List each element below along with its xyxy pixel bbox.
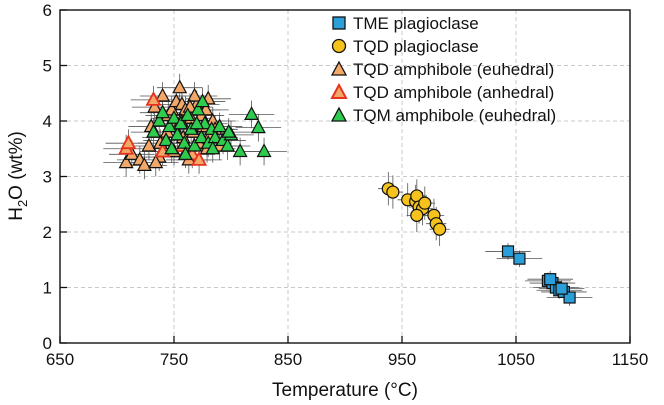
point-tqd-amphibole-euhedral: [118, 154, 134, 169]
legend-label: TQD amphibole (anhedral): [353, 83, 554, 102]
x-tick-label: 650: [46, 350, 74, 369]
point-tme-plagioclase: [513, 252, 526, 265]
point-tqm-amphibole-euhedral: [151, 112, 167, 127]
legend-marker-triangle: [330, 60, 348, 76]
point-tqm-amphibole-euhedral: [187, 137, 203, 152]
point-tme-plagioclase: [555, 282, 568, 295]
point-tqm-amphibole-euhedral: [221, 123, 237, 138]
legend-item-tqm-amphibole-euhedral: TQM amphibole (euhedral): [330, 106, 556, 125]
y-tick-label: 2: [43, 223, 52, 242]
point-tme-plagioclase: [563, 291, 576, 304]
point-tqd-amphibole-euhedral: [141, 137, 157, 152]
point-tqm-amphibole-euhedral: [180, 107, 196, 122]
y-tick-label: 5: [43, 57, 52, 76]
legend: TME plagioclase TQD plagioclase TQD amph…: [330, 14, 556, 125]
y-axis-title-subscript: 2: [15, 200, 30, 207]
y-axis-title-rest: O (wt%): [6, 131, 27, 200]
point-tqd-plagioclase: [386, 185, 400, 199]
x-tick-label: 750: [160, 350, 188, 369]
legend-item-tqd-amphibole-anhedral: TQD amphibole (anhedral): [330, 82, 554, 102]
point-tqd-amphibole-euhedral: [172, 79, 188, 94]
point-tme-plagioclase: [544, 273, 557, 286]
point-tqd-amphibole-euhedral: [187, 87, 203, 102]
point-tqd-amphibole-euhedral: [155, 87, 171, 102]
point-tqm-amphibole-euhedral: [189, 115, 205, 130]
y-axis-title-base: H: [6, 207, 27, 221]
legend-item-tqd-plagioclase: TQD plagioclase: [331, 37, 479, 56]
point-tqm-amphibole-euhedral: [244, 106, 260, 120]
legend-label: TQD amphibole (euhedral): [353, 60, 554, 79]
axis-ticks: 650 750 850 950 1050 1150 0 1 2 3 4 5 6: [43, 1, 649, 369]
point-tqd-plagioclase: [433, 222, 447, 236]
point-tqm-amphibole-euhedral: [207, 129, 223, 144]
point-tqm-amphibole-euhedral: [173, 115, 189, 130]
legend-label: TQM amphibole (euhedral): [353, 106, 556, 125]
point-tqm-amphibole-euhedral: [212, 118, 228, 133]
point-tqd-plagioclase: [418, 196, 432, 210]
point-tqm-amphibole-euhedral: [205, 140, 221, 155]
point-tqd-amphibole-anhedral: [145, 91, 162, 106]
point-tqm-amphibole-euhedral: [164, 140, 180, 155]
y-axis-title: H2O (wt%): [6, 131, 30, 221]
x-tick-label: 1050: [497, 350, 535, 369]
point-tqm-amphibole-euhedral: [194, 93, 211, 108]
point-tqd-amphibole-euhedral: [136, 157, 152, 171]
legend-marker-circle: [331, 38, 347, 54]
legend-label: TQD plagioclase: [353, 37, 479, 56]
y-tick-label: 1: [43, 279, 52, 298]
x-tick-label: 1150: [612, 350, 649, 369]
point-tqd-amphibole-anhedral: [120, 134, 137, 150]
point-tqm-amphibole-euhedral: [161, 118, 177, 133]
y-tick-label: 4: [43, 112, 52, 131]
x-tick-label: 950: [388, 350, 416, 369]
point-tqm-amphibole-euhedral: [232, 143, 248, 158]
point-tqm-amphibole-euhedral: [250, 119, 266, 134]
y-tick-label: 3: [43, 168, 52, 187]
point-tqm-amphibole-euhedral: [256, 143, 272, 158]
point-tqm-amphibole-euhedral: [169, 126, 185, 141]
point-tqm-amphibole-euhedral: [177, 146, 193, 160]
point-tqm-amphibole-euhedral: [158, 132, 174, 147]
point-tqm-amphibole-euhedral: [190, 101, 206, 116]
y-tick-label: 0: [43, 334, 52, 353]
data-points: [118, 79, 576, 304]
point-tme-plagioclase: [501, 245, 515, 258]
point-tqd-amphibole-euhedral: [148, 154, 164, 169]
legend-marker-triangle: [330, 82, 348, 99]
point-tqm-amphibole-euhedral: [145, 123, 161, 138]
legend-item-tqd-amphibole-euhedral: TQD amphibole (euhedral): [330, 60, 554, 79]
point-tqd-amphibole-anhedral: [191, 150, 208, 166]
legend-marker-triangle: [330, 106, 348, 122]
point-tqd-amphibole-euhedral: [147, 98, 163, 113]
point-tqm-amphibole-euhedral: [220, 137, 236, 152]
x-axis-title: Temperature (°C): [272, 380, 418, 401]
point-tqm-amphibole-euhedral: [193, 129, 209, 144]
legend-label: TME plagioclase: [353, 14, 479, 33]
point-tqm-amphibole-euhedral: [166, 109, 182, 124]
legend-marker-square: [332, 16, 346, 30]
x-tick-label: 850: [274, 350, 302, 369]
point-tqd-plagioclase: [410, 208, 424, 222]
y-tick-label: 6: [43, 1, 52, 20]
legend-item-tme-plagioclase: TME plagioclase: [332, 14, 479, 33]
point-tqm-amphibole-euhedral: [155, 104, 171, 119]
